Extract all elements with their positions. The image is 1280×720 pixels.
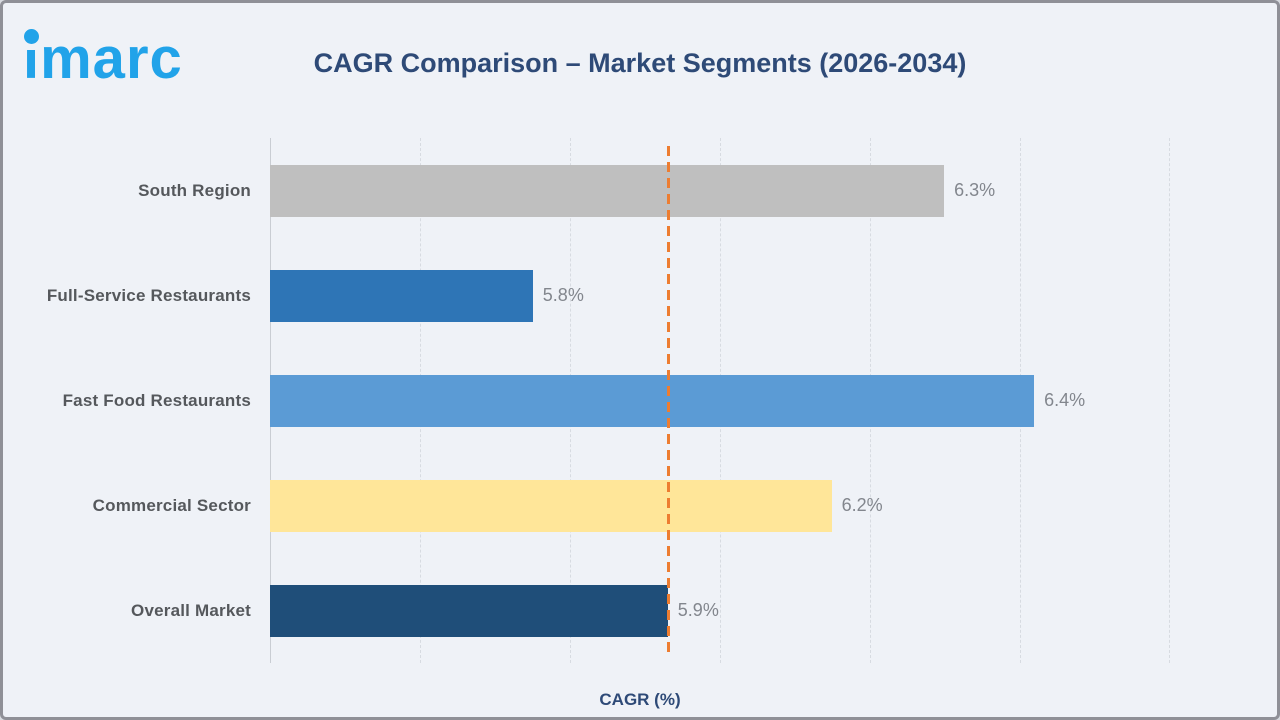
- category-label: Full-Service Restaurants: [46, 285, 251, 305]
- category-label: Commercial Sector: [92, 495, 251, 515]
- category-label: Fast Food Restaurants: [62, 390, 251, 410]
- bar: [270, 479, 832, 532]
- logo-dot-icon: [24, 29, 39, 44]
- logo-text: imarc: [23, 26, 183, 91]
- bar-row: Overall Market 5.9%: [3, 558, 1277, 663]
- imarc-logo: imarc: [23, 13, 233, 93]
- x-axis-label: CAGR (%): [599, 690, 681, 709]
- gridline: [1169, 138, 1170, 663]
- bar-track: 6.2%: [270, 453, 1170, 558]
- value-label: 5.9%: [677, 600, 719, 620]
- plot-area: South Region 6.3% Full-Service Restauran…: [3, 138, 1277, 663]
- value-label: 6.2%: [841, 495, 883, 515]
- bar: [270, 269, 533, 322]
- value-label: 6.3%: [954, 180, 996, 200]
- value-label: 6.4%: [1044, 390, 1086, 410]
- bar-row: South Region 6.3%: [3, 138, 1277, 243]
- bar: [270, 164, 945, 217]
- bar-row: Commercial Sector 6.2%: [3, 453, 1277, 558]
- chart-title: CAGR Comparison – Market Segments (2026-…: [313, 48, 967, 78]
- bar-track: 5.9%: [270, 558, 1170, 663]
- bar-track: 6.4%: [270, 348, 1170, 453]
- category-label: Overall Market: [131, 600, 251, 620]
- value-label: 5.8%: [542, 285, 584, 305]
- reference-line: [666, 146, 670, 652]
- bar: [270, 374, 1035, 427]
- bar-rows: South Region 6.3% Full-Service Restauran…: [3, 138, 1277, 663]
- bar-row: Fast Food Restaurants 6.4%: [3, 348, 1277, 453]
- bar: [270, 584, 668, 637]
- bar-track: 6.3%: [270, 138, 1170, 243]
- bar-track: 5.8%: [270, 243, 1170, 348]
- bar-row: Full-Service Restaurants 5.8%: [3, 243, 1277, 348]
- category-label: South Region: [138, 180, 251, 200]
